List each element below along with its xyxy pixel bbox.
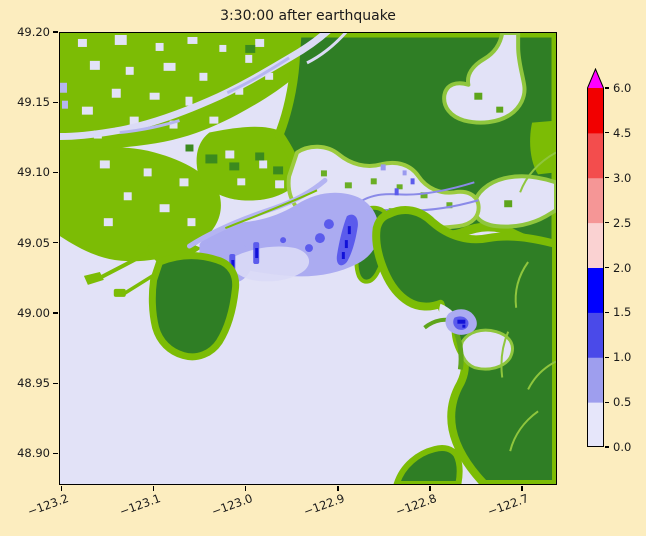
y-tick-mark	[53, 31, 58, 33]
x-tick-label: −122.7	[486, 491, 531, 519]
pocket-specks	[474, 92, 513, 208]
y-tick-label: 49.05	[17, 235, 50, 250]
y-tick-label: 49.15	[17, 95, 50, 110]
colorbar	[587, 67, 604, 451]
x-tick-mark	[429, 486, 431, 491]
colorbar-tick-mark	[605, 222, 609, 224]
x-tick-mark	[521, 486, 523, 491]
drayton-harbor	[459, 328, 514, 371]
colorbar-tick-mark	[605, 356, 609, 358]
x-tick-label: −123.0	[209, 491, 255, 519]
x-tick-mark	[245, 486, 247, 491]
y-tick-label: 48.95	[17, 376, 50, 391]
colorbar-segment	[587, 88, 604, 134]
map-canvas	[60, 33, 556, 484]
colorbar-tick-mark	[605, 446, 609, 448]
y-tick-label: 49.10	[17, 165, 50, 180]
colorbar-segment	[587, 402, 604, 448]
colorbar-tick-label: 1.0	[613, 350, 632, 365]
colorbar-tick-mark	[605, 87, 609, 89]
colorbar-tick-label: 4.5	[613, 125, 632, 140]
lowland-suburb-region	[60, 33, 327, 262]
x-tick-label: −123.2	[25, 491, 71, 519]
x-tick-mark	[337, 486, 339, 491]
colorbar-tick-label: 6.0	[613, 81, 632, 95]
colorbar-segment	[587, 177, 604, 224]
point-roberts-region	[83, 252, 240, 361]
y-tick-mark	[53, 101, 58, 103]
map-plot-area	[59, 32, 557, 485]
y-tick-mark	[53, 312, 58, 314]
x-tick-mark	[61, 486, 63, 491]
semiahmoo-region	[372, 151, 556, 484]
colorbar-tick-mark	[605, 132, 609, 134]
colorbar-outline	[587, 67, 604, 447]
colorbar-segment	[587, 132, 604, 179]
colorbar-segment	[587, 267, 604, 313]
colorbar-tick-label: 0.5	[613, 395, 632, 410]
y-tick-mark	[53, 382, 58, 384]
field-specks	[185, 44, 284, 175]
colorbar-segment	[587, 222, 604, 268]
blaine-flood	[445, 309, 477, 335]
colorbar-segment	[587, 312, 604, 358]
colorbar-tick-label: 2.0	[613, 260, 632, 275]
colorbar-tick-mark	[605, 266, 609, 269]
colorbar-tick-mark	[605, 177, 609, 179]
y-tick-label: 49.00	[17, 305, 50, 320]
x-tick-label: −123.1	[117, 491, 163, 519]
river-region	[60, 33, 348, 141]
y-tick-label: 48.90	[17, 446, 50, 461]
shore-flecks	[60, 82, 68, 109]
plot-title: 3:30:00 after earthquake	[220, 8, 396, 24]
colorbar-segment	[587, 357, 604, 403]
colorbar-tick-label: 3.0	[613, 170, 632, 185]
colorbar-tick-label: 1.5	[613, 305, 632, 320]
colorbar-tick-label: 0.0	[613, 440, 632, 454]
y-tick-label: 49.20	[17, 25, 50, 39]
y-tick-mark	[53, 452, 58, 454]
x-tick-label: −122.8	[393, 491, 439, 519]
colorbar-over-arrow	[587, 69, 604, 88]
x-tick-label: −122.9	[301, 491, 347, 519]
colorbar-tick-mark	[605, 311, 609, 313]
y-tick-mark	[53, 171, 58, 174]
colorbar-tick-mark	[605, 401, 609, 403]
causeway	[83, 252, 157, 297]
suburb-noise	[77, 34, 285, 227]
colorbar-tick-label: 2.5	[613, 215, 632, 230]
x-tick-mark	[153, 486, 155, 491]
creek-streams	[500, 151, 556, 452]
y-tick-mark	[53, 242, 58, 244]
